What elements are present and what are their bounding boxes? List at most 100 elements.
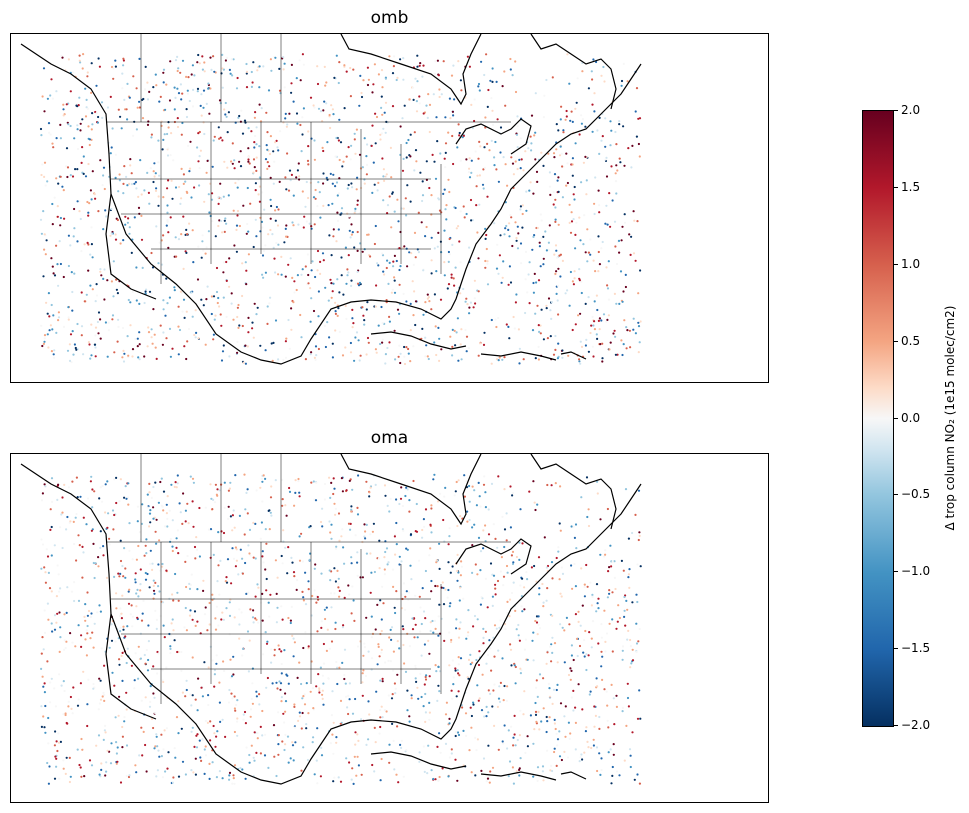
no2-retrieval-dot (317, 673, 320, 676)
no2-retrieval-dot (194, 557, 197, 560)
no2-retrieval-dot (350, 505, 353, 508)
no2-retrieval-dot (301, 697, 304, 700)
no2-retrieval-dot (279, 130, 282, 133)
no2-retrieval-dot (473, 98, 476, 101)
no2-retrieval-dot (339, 141, 343, 144)
no2-retrieval-dot (122, 239, 125, 242)
no2-retrieval-dot (291, 561, 294, 564)
no2-retrieval-dot (551, 76, 554, 79)
no2-retrieval-dot (595, 583, 599, 586)
no2-retrieval-dot (573, 277, 576, 280)
no2-retrieval-dot (152, 308, 155, 311)
no2-retrieval-dot (384, 550, 387, 554)
no2-retrieval-dot (608, 589, 611, 592)
no2-retrieval-dot (484, 630, 487, 633)
no2-retrieval-dot (71, 175, 75, 178)
no2-retrieval-dot (161, 565, 164, 568)
no2-retrieval-dot (98, 604, 101, 607)
no2-retrieval-dot (634, 332, 638, 335)
colorbar-tick-label: −1.5 (901, 641, 931, 656)
no2-retrieval-dot (574, 721, 578, 724)
no2-retrieval-dot (330, 523, 333, 526)
no2-retrieval-dot (602, 65, 605, 69)
no2-retrieval-dot (62, 680, 65, 683)
no2-retrieval-dot (223, 506, 226, 509)
no2-retrieval-dot (177, 552, 180, 555)
no2-retrieval-dot (78, 763, 81, 767)
no2-retrieval-dot (67, 318, 70, 321)
no2-retrieval-dot (198, 506, 201, 510)
no2-retrieval-dot (43, 110, 46, 113)
no2-retrieval-dot (403, 245, 406, 248)
no2-retrieval-dot (161, 601, 165, 604)
no2-retrieval-dot (477, 157, 480, 160)
no2-retrieval-dot (42, 210, 45, 213)
no2-retrieval-dot (159, 95, 162, 98)
no2-retrieval-dot (65, 756, 68, 759)
no2-retrieval-dot (524, 751, 527, 754)
no2-retrieval-dot (532, 281, 535, 285)
no2-retrieval-dot (339, 780, 343, 783)
no2-retrieval-dot (166, 219, 169, 222)
no2-retrieval-dot (482, 547, 485, 550)
no2-retrieval-dot (188, 99, 191, 103)
no2-retrieval-dot (241, 294, 244, 298)
no2-retrieval-dot (547, 682, 551, 685)
no2-retrieval-dot (591, 78, 594, 81)
no2-retrieval-dot (356, 513, 360, 516)
no2-retrieval-dot (188, 170, 191, 173)
no2-retrieval-dot (592, 324, 595, 327)
no2-retrieval-dot (109, 95, 112, 98)
no2-retrieval-dot (258, 86, 261, 89)
no2-retrieval-dot (543, 536, 546, 539)
no2-retrieval-dot (537, 345, 540, 348)
no2-retrieval-dot (547, 248, 550, 251)
no2-retrieval-dot (527, 147, 530, 150)
no2-retrieval-dot (485, 662, 488, 665)
no2-retrieval-dot (510, 216, 513, 219)
no2-retrieval-dot (116, 340, 119, 343)
no2-retrieval-dot (356, 506, 359, 509)
no2-retrieval-dot (397, 220, 400, 223)
no2-retrieval-dot (198, 130, 201, 134)
no2-retrieval-dot (220, 359, 224, 362)
no2-retrieval-dot (443, 261, 446, 264)
no2-retrieval-dot (573, 198, 576, 201)
no2-retrieval-dot (166, 187, 169, 190)
no2-retrieval-dot (298, 661, 301, 664)
no2-retrieval-dot (423, 643, 426, 646)
no2-retrieval-dot (63, 217, 66, 220)
no2-retrieval-dot (438, 690, 441, 693)
no2-retrieval-dot (113, 351, 116, 354)
no2-retrieval-dot (104, 321, 107, 324)
no2-retrieval-dot (616, 620, 619, 623)
no2-retrieval-dot (50, 590, 53, 593)
no2-retrieval-dot (399, 58, 402, 61)
no2-retrieval-dot (143, 189, 146, 192)
no2-retrieval-dot (261, 619, 264, 622)
no2-retrieval-dot (135, 87, 138, 90)
no2-retrieval-dot (433, 72, 436, 75)
no2-retrieval-dot (424, 711, 427, 714)
no2-retrieval-dot (572, 283, 576, 286)
no2-retrieval-dot (146, 171, 149, 174)
no2-retrieval-dot (333, 567, 336, 570)
no2-retrieval-dot (277, 208, 280, 211)
no2-retrieval-dot (317, 290, 320, 293)
no2-retrieval-dot (615, 627, 618, 630)
no2-retrieval-dot (65, 165, 68, 168)
no2-retrieval-dot (487, 508, 490, 511)
no2-retrieval-dot (520, 605, 523, 608)
no2-retrieval-dot (330, 714, 333, 717)
no2-retrieval-dot (126, 184, 129, 187)
no2-retrieval-dot (252, 245, 255, 249)
no2-retrieval-dot (510, 725, 513, 728)
no2-retrieval-dot (378, 567, 381, 570)
no2-retrieval-dot (450, 273, 453, 276)
no2-retrieval-dot (458, 599, 461, 602)
no2-retrieval-dot (360, 95, 364, 99)
no2-retrieval-dot (331, 356, 334, 359)
no2-retrieval-dot (343, 107, 346, 110)
no2-retrieval-dot (379, 599, 382, 602)
no2-retrieval-dot (438, 567, 441, 570)
